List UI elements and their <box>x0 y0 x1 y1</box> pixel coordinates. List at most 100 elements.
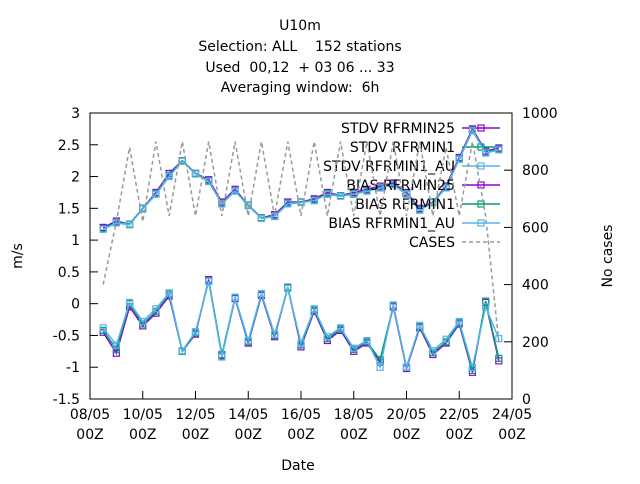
y-tick-label: -0.5 <box>53 328 80 344</box>
y-tick-label: 3 <box>71 106 80 122</box>
y2-tick-label: 200 <box>522 335 549 351</box>
point <box>442 184 450 192</box>
point <box>482 303 490 311</box>
y2-tick-label: 400 <box>522 278 549 294</box>
legend-marker <box>477 219 485 227</box>
y-tick-label: 2 <box>71 170 80 186</box>
point <box>442 335 450 343</box>
point <box>139 317 147 326</box>
x-tick-label: 24/05 00Z <box>492 407 532 443</box>
x-tick-label: 22/05 00Z <box>439 407 479 443</box>
point <box>455 155 463 163</box>
point <box>218 353 226 361</box>
point <box>323 190 331 198</box>
point <box>350 344 358 352</box>
y-tick-label: 1.5 <box>58 201 80 217</box>
point <box>482 149 490 157</box>
point <box>257 214 266 223</box>
point <box>284 200 292 208</box>
point <box>231 187 239 195</box>
x-tick-label: 18/05 00Z <box>334 407 374 443</box>
point <box>178 347 186 355</box>
y-tick-label: 2.5 <box>58 138 80 154</box>
y2-tick-label: 1000 <box>522 106 558 122</box>
point <box>191 170 200 178</box>
legend-marker <box>477 200 485 208</box>
point <box>99 324 107 332</box>
legend-label: STDV RFRMIN25 <box>341 121 455 137</box>
point <box>376 184 384 192</box>
point <box>284 284 292 293</box>
point <box>218 200 226 208</box>
point <box>152 305 160 313</box>
point <box>429 347 437 355</box>
y-axis-label: m/s <box>10 243 26 269</box>
point <box>139 205 147 213</box>
chart-title: Averaging window: 6h <box>221 80 380 96</box>
point <box>125 298 134 306</box>
point <box>402 190 411 198</box>
point <box>244 202 252 210</box>
y2-tick-label: 800 <box>522 163 549 179</box>
point <box>495 146 503 154</box>
point <box>112 345 120 354</box>
point <box>376 363 384 371</box>
x-tick-label: 14/05 00Z <box>228 407 268 443</box>
chart-title: Used 00,12 + 03 06 ... 33 <box>205 60 394 76</box>
y2-tick-label: 0 <box>522 392 531 408</box>
point <box>205 178 213 186</box>
point <box>271 330 279 338</box>
x-tick-label: 10/05 00Z <box>123 407 163 443</box>
point <box>297 339 305 347</box>
y-tick-label: 1 <box>71 233 80 249</box>
point <box>468 127 477 135</box>
point <box>244 336 252 345</box>
y-tick-label: -1 <box>66 360 80 376</box>
point <box>416 206 424 214</box>
point <box>310 305 318 313</box>
y2-axis-label: No cases <box>600 225 616 288</box>
point <box>152 190 160 198</box>
point <box>350 190 358 198</box>
legend-label: STDV RFRMIN1_AU <box>323 159 455 175</box>
point <box>389 301 397 309</box>
x-tick-label: 20/05 00Z <box>386 407 426 443</box>
chart-title: U10m <box>279 18 321 34</box>
y-tick-label: 0 <box>71 297 80 313</box>
point <box>455 317 463 326</box>
series-line <box>102 281 500 371</box>
point <box>205 277 213 286</box>
x-tick-label: 08/05 00Z <box>70 407 110 443</box>
point <box>112 341 120 349</box>
point <box>336 324 345 332</box>
legend-label: CASES <box>409 235 455 251</box>
x-tick-label: 16/05 00Z <box>281 407 321 443</box>
point <box>310 197 318 205</box>
legend-label: BIAS RFRMIN1_AU <box>328 216 455 232</box>
point <box>429 199 437 207</box>
y-tick-label: -1.5 <box>53 392 80 408</box>
legend-label: BIAS RFRMIN1 <box>355 197 455 213</box>
point <box>363 187 371 195</box>
point <box>416 321 424 329</box>
x-axis-label: Date <box>281 458 314 474</box>
point <box>363 336 371 345</box>
point <box>165 289 173 297</box>
legend-marker <box>477 124 485 132</box>
point <box>257 289 266 298</box>
series-line <box>102 129 499 230</box>
point <box>402 363 411 371</box>
legend-label: STDV RFRMIN1 <box>350 140 455 156</box>
point <box>336 192 345 200</box>
y-tick-label: 0.5 <box>58 265 80 281</box>
legend-marker <box>477 162 485 170</box>
point <box>165 172 173 181</box>
series-line <box>102 141 500 342</box>
point <box>99 225 107 233</box>
point <box>389 181 397 189</box>
point <box>323 333 331 341</box>
point <box>468 363 477 371</box>
x-tick-label: 12/05 00Z <box>175 407 215 443</box>
